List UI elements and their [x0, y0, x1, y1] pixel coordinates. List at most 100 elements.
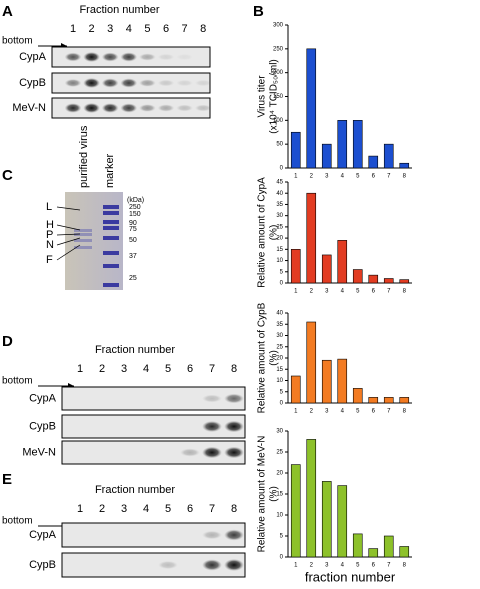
label: 1 [294, 409, 298, 415]
label: A [2, 3, 13, 20]
label: 7 [387, 563, 391, 569]
bar [368, 274, 379, 284]
label: Relative amount of MeV-N [257, 436, 268, 553]
label: 2 [89, 23, 95, 35]
label: 4 [341, 563, 345, 569]
label: (%) [269, 350, 280, 366]
bar [306, 48, 317, 169]
label: 5 [280, 534, 284, 540]
bar [399, 546, 410, 558]
label: 4 [126, 23, 132, 35]
bar [337, 485, 348, 558]
bar [321, 481, 332, 558]
band [120, 78, 138, 88]
label: 5 [356, 563, 360, 569]
label: 4 [143, 363, 149, 375]
band [101, 103, 119, 113]
label: 50 [129, 237, 137, 244]
band [139, 53, 156, 61]
label: 5 [356, 289, 360, 295]
band [101, 78, 119, 88]
label: 150 [273, 94, 284, 100]
bar [321, 143, 332, 169]
bar [306, 439, 317, 558]
pointer [56, 244, 81, 261]
label: bottom [2, 516, 33, 527]
label: 6 [372, 174, 376, 180]
label: 6 [163, 23, 169, 35]
label: 4 [341, 409, 345, 415]
band [139, 104, 156, 112]
label: 5 [165, 363, 171, 375]
label: 5 [280, 269, 284, 275]
label: 3 [325, 409, 329, 415]
label: 15 [276, 367, 283, 373]
band [202, 394, 222, 403]
blot [61, 386, 246, 411]
label: purified virus [78, 125, 90, 188]
bar [337, 240, 348, 284]
label: CypA [29, 529, 57, 541]
marker-band [103, 226, 119, 230]
label: 2 [310, 289, 314, 295]
label: MeV-N [12, 102, 46, 114]
band [176, 104, 193, 112]
label: Fraction number [79, 4, 159, 16]
label: P [46, 229, 53, 241]
label: 20 [276, 471, 283, 477]
label: Virus titer [257, 75, 268, 118]
blot [61, 440, 246, 465]
band [224, 446, 244, 459]
bar [399, 162, 410, 169]
label: 5 [165, 503, 171, 515]
label: 0 [280, 555, 284, 561]
label: 10 [276, 258, 283, 264]
label: 25 [276, 224, 283, 230]
label: 0 [280, 281, 284, 287]
bar [399, 279, 410, 284]
band [176, 53, 193, 61]
marker-band [103, 251, 119, 255]
label: 2 [310, 174, 314, 180]
label: 5 [356, 409, 360, 415]
label: 300 [273, 23, 284, 29]
bar [337, 120, 348, 169]
label: 200 [273, 70, 284, 76]
label: 40 [276, 311, 283, 317]
band [64, 79, 82, 87]
marker-band [103, 283, 119, 287]
bar [352, 269, 363, 284]
label: 1 [294, 174, 298, 180]
label: 45 [276, 180, 283, 186]
label: 5 [356, 174, 360, 180]
band [157, 79, 175, 87]
label: 35 [276, 202, 283, 208]
band [176, 79, 193, 87]
bar [352, 533, 363, 558]
label: 4 [341, 289, 345, 295]
bar [290, 464, 301, 558]
label: 37 [129, 253, 137, 260]
virus-band [74, 246, 92, 249]
label: 6 [187, 363, 193, 375]
band [120, 52, 138, 62]
bar [306, 192, 317, 284]
bar [368, 155, 379, 169]
label: 250 [273, 46, 284, 52]
bar [383, 278, 394, 284]
label: 2 [99, 363, 105, 375]
label: D [2, 333, 13, 350]
label: L [46, 201, 52, 213]
bar [321, 254, 332, 284]
label: 0 [280, 401, 284, 407]
label: marker [104, 153, 116, 188]
label: 15 [276, 492, 283, 498]
label: 3 [121, 503, 127, 515]
band [83, 78, 100, 88]
label: 20 [276, 356, 283, 362]
bar [368, 397, 379, 404]
label: CypB [29, 420, 56, 432]
bar [306, 321, 317, 404]
band [83, 103, 100, 113]
